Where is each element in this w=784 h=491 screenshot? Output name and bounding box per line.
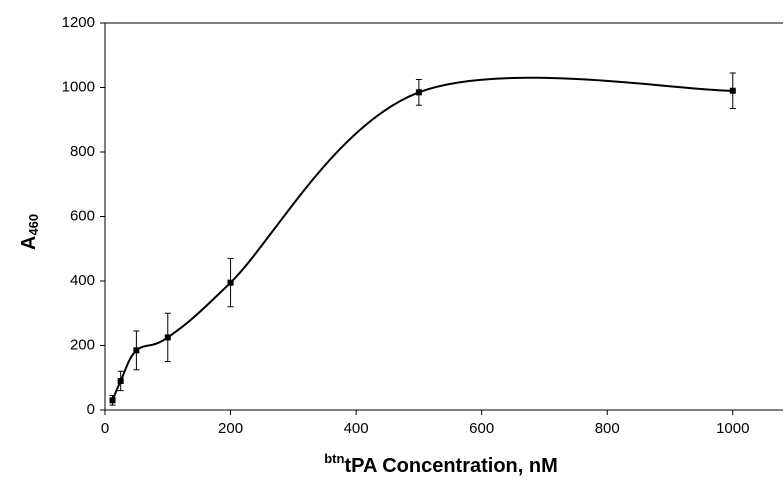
fit-curve (111, 76, 733, 401)
y-tick-label: 1000 (62, 78, 95, 95)
x-tick-label: 200 (218, 420, 243, 437)
y-tick-label: 1200 (62, 14, 95, 31)
y-label-main: A (18, 236, 40, 250)
y-tick-label: 800 (70, 143, 95, 160)
x-label-sup: btn (324, 451, 344, 466)
data-point (133, 347, 140, 354)
data-point (109, 397, 116, 404)
y-tick-label: 0 (87, 401, 95, 418)
data-point (227, 279, 234, 286)
x-axis-label: btntPA Concentration, nM (324, 451, 558, 477)
y-label-sub: 460 (26, 214, 41, 236)
data-point (415, 89, 422, 96)
x-tick-label: 800 (595, 420, 620, 437)
data-point (117, 377, 124, 384)
x-tick-label: 600 (469, 420, 494, 437)
y-axis-label: A460 (18, 214, 41, 250)
data-point (729, 87, 736, 94)
y-tick-label: 400 (70, 272, 95, 289)
data-point (164, 334, 171, 341)
x-tick-label: 400 (344, 420, 369, 437)
y-tick-label: 600 (70, 207, 95, 224)
x-tick-label: 0 (101, 420, 109, 437)
x-label-main: tPA Concentration, nM (344, 455, 557, 477)
x-tick-label: 1000 (716, 420, 749, 437)
y-tick-label: 200 (70, 336, 95, 353)
